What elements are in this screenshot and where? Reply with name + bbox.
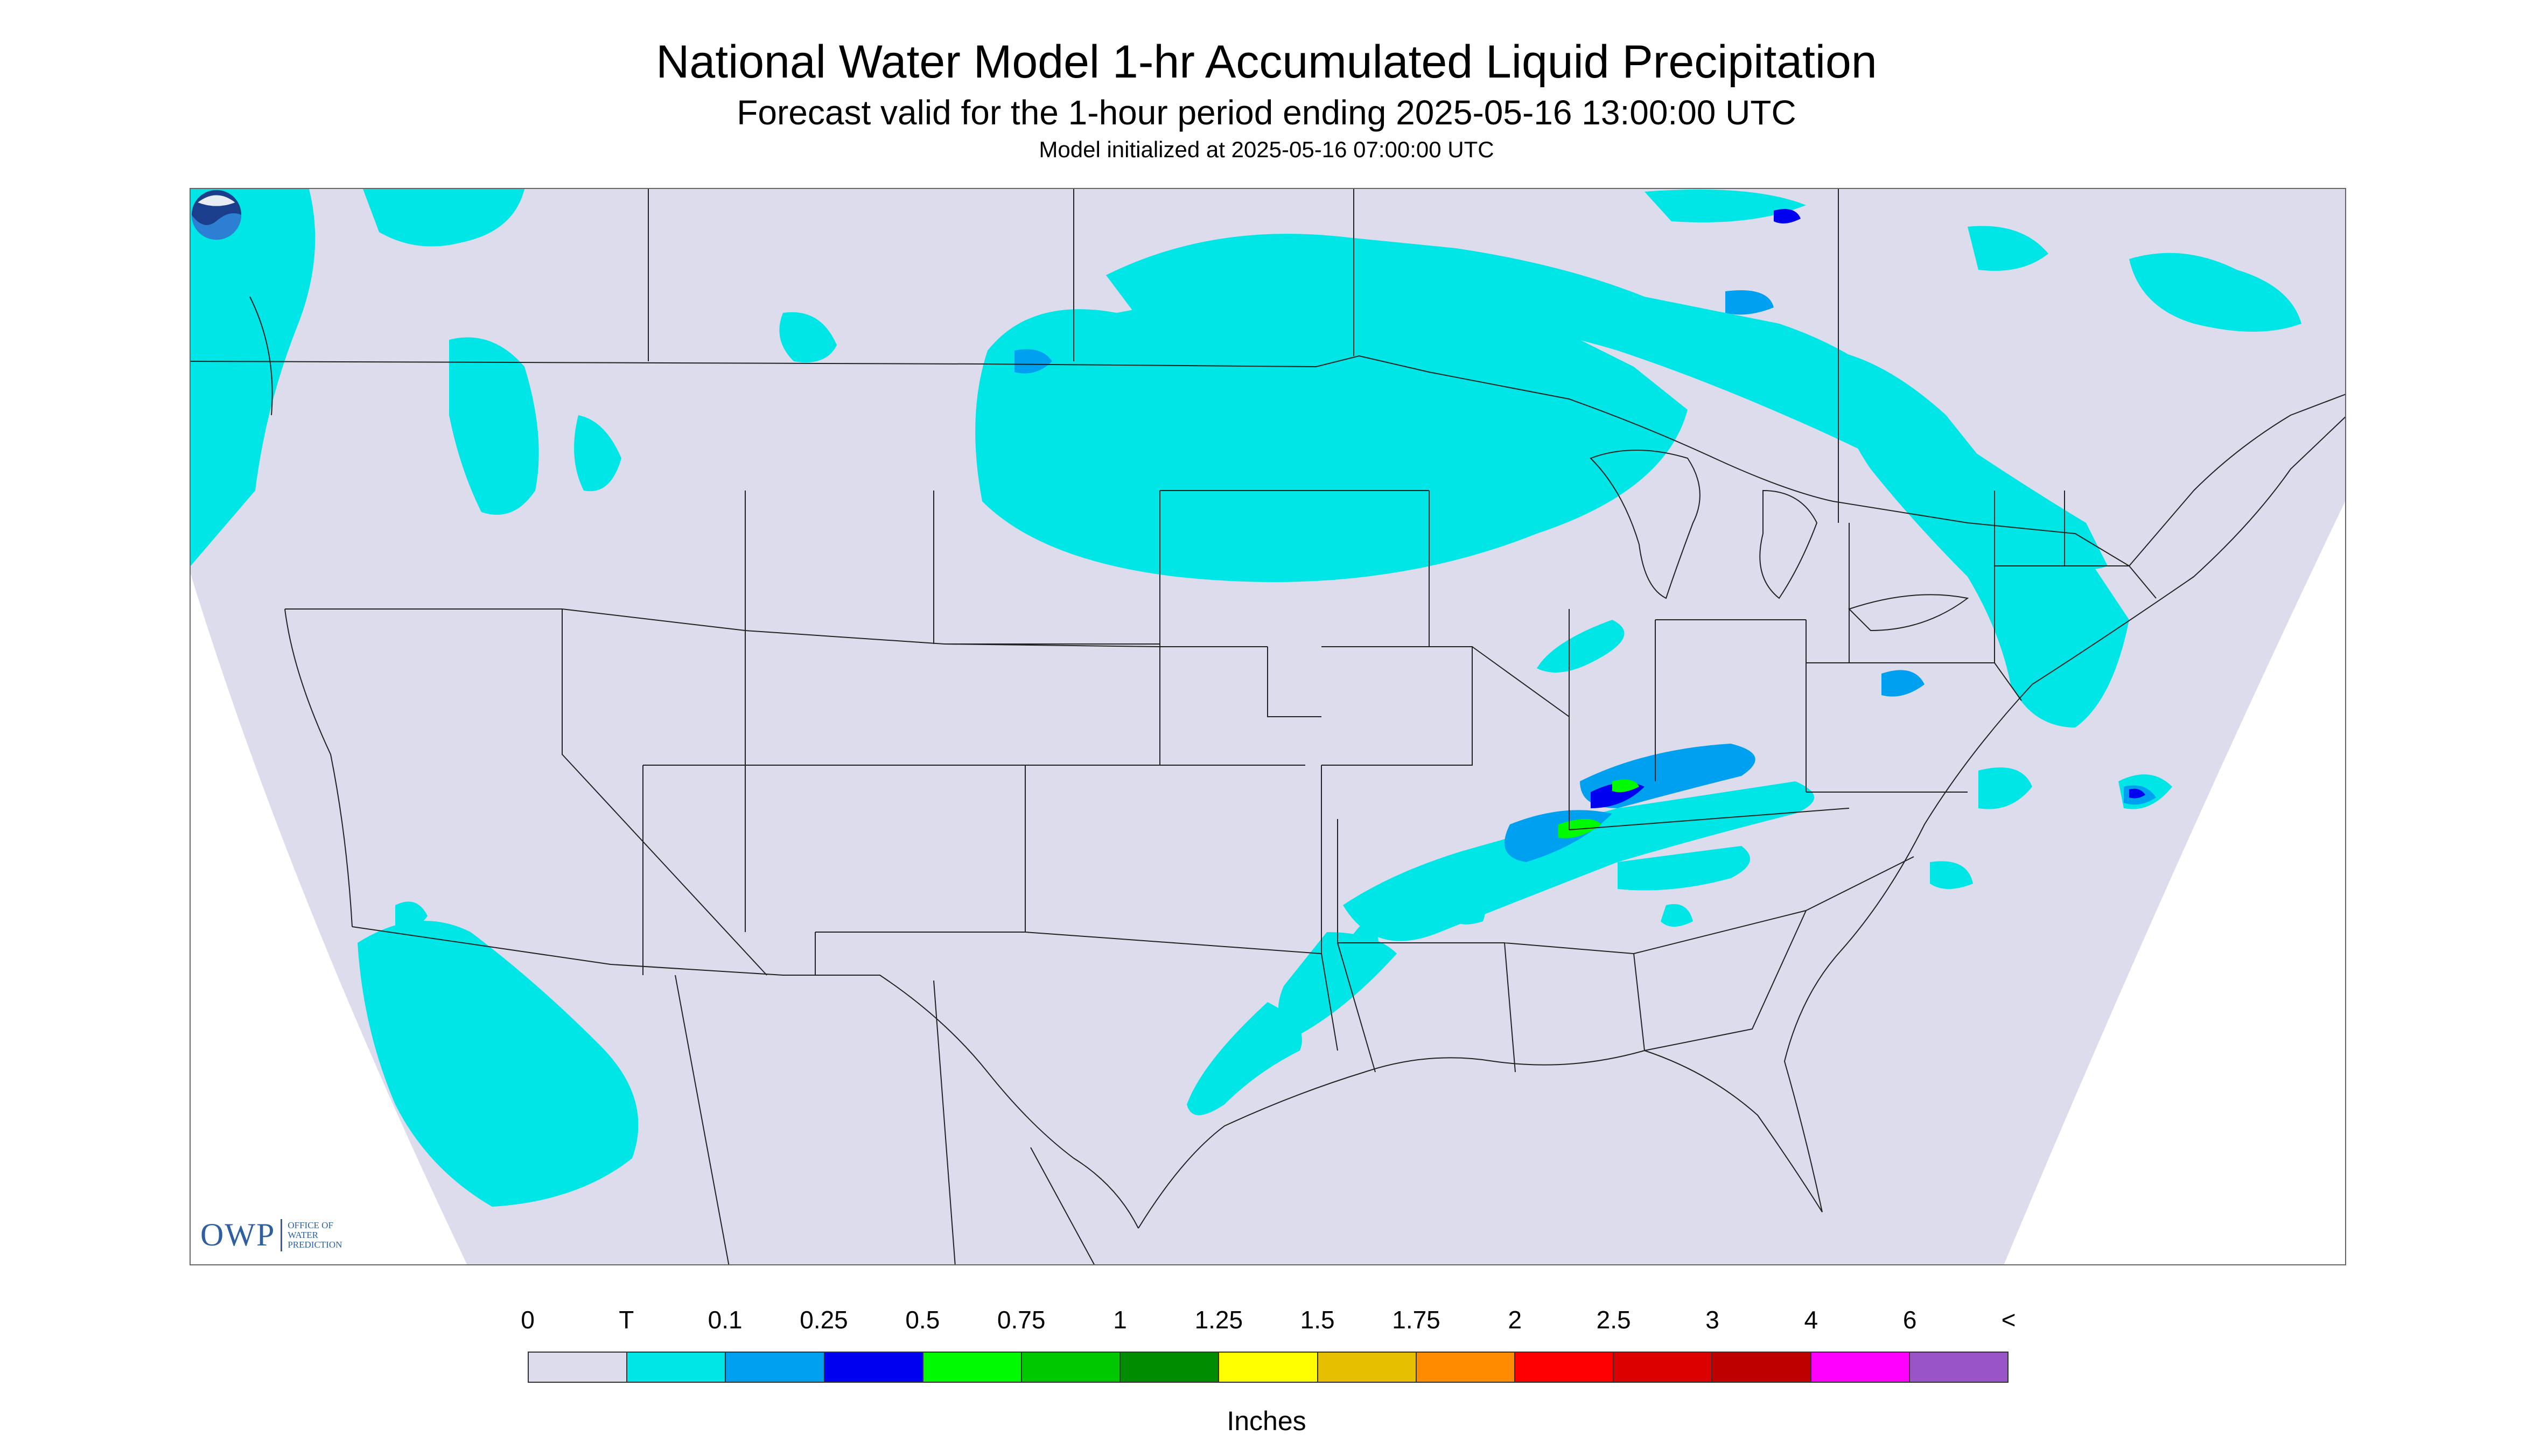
owp-logo: OWP OFFICE OF WATER PREDICTION: [200, 1216, 352, 1254]
owp-logo-mark: OWP: [200, 1217, 276, 1252]
legend-tick-label: 2.5: [1596, 1306, 1631, 1334]
legend-tick-label: 1: [1113, 1306, 1127, 1334]
legend-swatch: [1614, 1353, 1713, 1382]
legend-tick-label: 2: [1508, 1306, 1522, 1334]
legend-tick-label: 6: [1902, 1306, 1917, 1334]
legend-tick-label: 0.25: [800, 1306, 848, 1334]
legend-tick-label: 0.5: [905, 1306, 940, 1334]
legend-tick-label: T: [619, 1306, 634, 1334]
legend-swatch: [1811, 1353, 1910, 1382]
legend-tick-label: 1.75: [1392, 1306, 1440, 1334]
legend-swatch: [726, 1353, 825, 1382]
legend-tick-label: 3: [1705, 1306, 1719, 1334]
legend-tick-label: 0.75: [997, 1306, 1046, 1334]
precipitation-map: OWP OFFICE OF WATER PREDICTION: [190, 188, 2346, 1265]
us-coastline: [284, 416, 2345, 1229]
legend-tick-label: <: [2001, 1306, 2016, 1334]
domain-mask-right: [2004, 501, 2345, 1264]
noaa-logo-icon: [191, 190, 242, 240]
legend-swatch: [1318, 1353, 1417, 1382]
legend-swatch: [1909, 1353, 2008, 1382]
legend-swatch: [1416, 1353, 1516, 1382]
legend-tick-label: 1.25: [1194, 1306, 1243, 1334]
legend-tick-label: 0: [521, 1306, 535, 1334]
legend-swatch: [824, 1353, 923, 1382]
model-init-time: Model initialized at 2025-05-16 07:00:00…: [1039, 137, 1494, 162]
map-canvas: OWP OFFICE OF WATER PREDICTION: [191, 189, 2345, 1264]
legend-tick-label: 1.5: [1300, 1306, 1335, 1334]
legend-tick-label: 0.1: [708, 1306, 743, 1334]
legend-swatch: [1219, 1353, 1318, 1382]
legend-units-label: Inches: [1227, 1406, 1306, 1436]
legend-tick-label: 4: [1804, 1306, 1818, 1334]
map-title: National Water Model 1-hr Accumulated Li…: [656, 36, 1877, 88]
canada-mexico-interior-lines: [249, 189, 1839, 1264]
legend-swatch: [1121, 1353, 1220, 1382]
legend-tick-labels: 0 T 0.1 0.25 0.5 0.75 1 1.25 1.5 1.75 2 2.5 3 4 6 <: [521, 1305, 2016, 1338]
legend-swatch: [1515, 1353, 1614, 1382]
precip-trace-areas: [191, 189, 2301, 1207]
owp-logo-divider: [281, 1219, 283, 1251]
us-canada-border: [191, 355, 2345, 567]
state-borders: [285, 490, 2157, 1073]
owp-logo-text: OFFICE OF WATER PREDICTION: [288, 1220, 342, 1250]
domain-mask-left: [191, 574, 467, 1264]
legend-swatch: [627, 1353, 726, 1382]
us-mexico-border: [352, 926, 1139, 1229]
boundary-lines: [191, 189, 2345, 1264]
legend-swatch: [1022, 1353, 1121, 1382]
legend-swatch: [1712, 1353, 1811, 1382]
precipitation-color-scale: [528, 1352, 2009, 1383]
legend-swatch: [923, 1353, 1023, 1382]
map-subtitle: Forecast valid for the 1-hour period end…: [737, 93, 1796, 132]
great-lakes: [1590, 450, 1969, 632]
legend-swatch: [529, 1353, 628, 1382]
